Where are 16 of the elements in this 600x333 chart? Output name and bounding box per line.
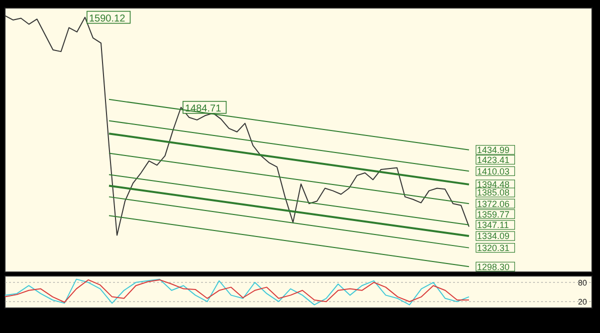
y-tick-label: 1334.09 <box>477 231 510 242</box>
y-tick-label: 1372.06 <box>477 198 510 209</box>
y-tick-label: 1410.03 <box>477 166 510 176</box>
y-tick-label: 1385.08 <box>477 188 510 198</box>
y-tick-label: 20 <box>578 298 588 307</box>
data-label: 1484.71 <box>185 103 222 114</box>
y-tick-label: 1434.99 <box>477 145 510 156</box>
y-tick-label: 1359.77 <box>477 209 510 220</box>
y-tick-label: 1423.41 <box>477 154 510 165</box>
data-label: 1590.12 <box>89 13 126 24</box>
y-tick-label: 1394.48 <box>477 180 510 190</box>
y-tick-label: 1347.11 <box>477 220 509 230</box>
y-tick-label: 80 <box>578 278 588 288</box>
y-tick-label: 1320.31 <box>477 243 510 254</box>
y-tick-label: 1298.30 <box>477 262 510 272</box>
line-series <box>4 15 470 236</box>
